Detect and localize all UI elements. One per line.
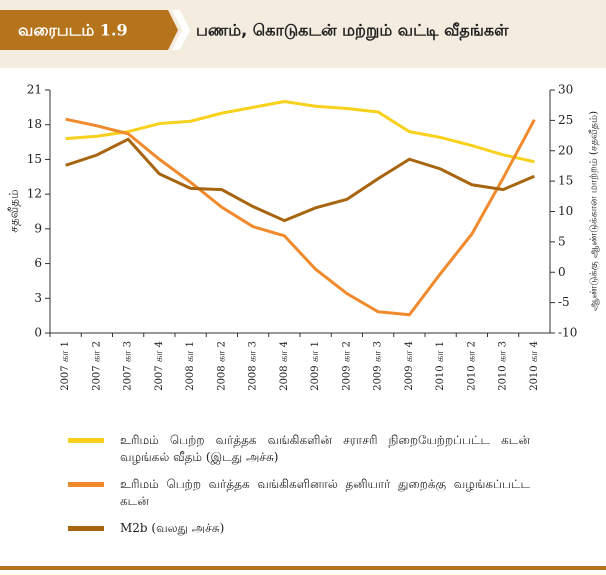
y-tick-label: 9 — [34, 221, 42, 235]
y-tick-label: 12 — [27, 187, 42, 201]
header-title: பணம், கொடுகடன் மற்றும் வட்டி வீதங்கள் — [196, 21, 509, 41]
legend-label: உரிமம் பெற்ற வர்த்தக வங்கிகளின் சராசரி ந… — [120, 433, 530, 464]
x-tick-label: 2009 கா 2 — [341, 341, 352, 391]
series-line — [65, 100, 535, 164]
x-tick-label: 2010 கா 1 — [435, 341, 446, 391]
x-tick-label: 2007 கா 2 — [91, 341, 102, 391]
legend-swatch — [68, 438, 104, 443]
bottom-rule — [0, 566, 606, 570]
legend-item: உரிமம் பெற்ற வர்த்தக வங்கிகளின் சராசரி ந… — [60, 432, 530, 466]
y2-tick-label: 25 — [558, 113, 573, 127]
x-tick-label: 2009 கா 1 — [310, 341, 321, 391]
y2-tick-label: 20 — [558, 143, 573, 157]
x-tick-label: 2008 கா 1 — [185, 341, 196, 391]
y2-tick-label: -5 — [558, 295, 570, 309]
legend-item: உரிமம் பெற்ற வர்த்தக வங்கிகளினால் தனியார… — [60, 476, 530, 510]
x-tick-label: 2008 கா 4 — [279, 341, 290, 391]
x-tick-label: 2008 கா 2 — [216, 341, 227, 391]
y2-tick-label: 15 — [558, 174, 573, 188]
y2-tick-label: 0 — [558, 265, 566, 279]
legend: உரிமம் பெற்ற வர்த்தக வங்கிகளின் சராசரி ந… — [60, 432, 530, 547]
y2-tick-label: 10 — [558, 204, 573, 218]
legend-item: M2b (வலது அச்சு) — [60, 520, 530, 537]
series-line — [65, 137, 535, 223]
x-tick-label: 2007 கா 3 — [123, 341, 134, 391]
y-tick-label: 15 — [27, 152, 42, 166]
x-tick-label: 2007 கா 1 — [60, 341, 71, 391]
x-tick-label: 2009 கா 4 — [404, 341, 415, 391]
x-tick-label: 2007 கா 4 — [154, 341, 165, 391]
y2-tick-label: -10 — [558, 326, 577, 340]
x-tick-label: 2010 கா 4 — [529, 341, 540, 391]
y-tick-label: 21 — [27, 83, 42, 97]
legend-swatch — [68, 526, 104, 531]
legend-swatch — [68, 482, 104, 487]
y-axis-label: சதவீதம் — [7, 189, 21, 232]
y-tick-label: 3 — [34, 291, 42, 305]
x-tick-label: 2010 கா 3 — [498, 341, 509, 391]
header-tab — [0, 10, 178, 50]
header-arrow — [172, 10, 190, 50]
series-line — [65, 117, 536, 317]
header-label: வரைபடம் 1.9 — [18, 21, 128, 40]
legend-label: உரிமம் பெற்ற வர்த்தக வங்கிகளினால் தனியார… — [120, 477, 530, 508]
y2-axis-label: ஆண்டுக்கு ஆண்டுக்கான மாற்றம் (சதவீதம்) — [589, 111, 601, 311]
x-tick-label: 2009 கா 3 — [373, 341, 384, 391]
y-tick-label: 18 — [27, 117, 42, 131]
legend-label: M2b (வலது அச்சு) — [120, 521, 225, 535]
y-tick-label: 6 — [34, 256, 42, 270]
y2-tick-label: 30 — [558, 83, 573, 97]
x-tick-label: 2010 கா 2 — [466, 341, 477, 391]
y-tick-label: 0 — [34, 326, 42, 340]
x-tick-label: 2008 கா 3 — [248, 341, 259, 391]
y2-tick-label: 5 — [558, 234, 566, 248]
